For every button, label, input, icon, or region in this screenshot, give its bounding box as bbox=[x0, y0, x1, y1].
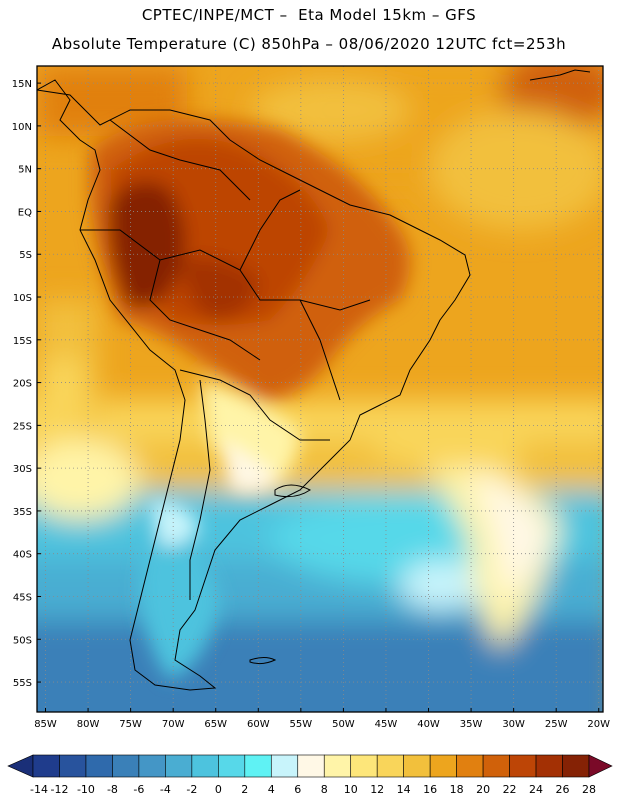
coastline bbox=[37, 69, 591, 691]
colorbar-swatch bbox=[376, 754, 404, 778]
colorbar-label: 14 bbox=[397, 783, 411, 796]
lat-label: 10N bbox=[12, 122, 32, 133]
colorbar-swatch bbox=[297, 754, 325, 778]
lat-label: 30S bbox=[13, 464, 32, 475]
colorbar-label: 20 bbox=[476, 783, 490, 796]
lat-label: 15N bbox=[12, 79, 32, 90]
colorbar-swatch bbox=[112, 754, 140, 778]
lon-label: 40W bbox=[417, 719, 440, 730]
lat-label: 35S bbox=[13, 507, 32, 518]
lon-label: 75W bbox=[119, 719, 142, 730]
colorbar-swatch bbox=[323, 754, 352, 778]
colorbar-swatch bbox=[456, 754, 484, 778]
colorbar-label: 2 bbox=[241, 783, 248, 796]
lat-label: EQ bbox=[18, 207, 32, 218]
colorbar-label: -8 bbox=[107, 783, 118, 796]
colorbar-label: 10 bbox=[344, 783, 358, 796]
lat-label: 5N bbox=[18, 165, 32, 176]
latitude-labels: 15N 10N 5N EQ 5S 10S 15S 20S 25S 30S 35S 40S 45S 50S 5… bbox=[12, 79, 41, 689]
lon-label: 65W bbox=[204, 719, 227, 730]
lon-label: 50W bbox=[332, 719, 355, 730]
colorbar-label: 28 bbox=[582, 783, 596, 796]
colorbar-label: 4 bbox=[268, 783, 275, 796]
lat-label: 55S bbox=[13, 678, 32, 689]
colorbar-label: 8 bbox=[321, 783, 328, 796]
colorbar-label: 22 bbox=[503, 783, 517, 796]
lon-label: 80W bbox=[77, 719, 100, 730]
colorbar-swatch bbox=[218, 754, 246, 778]
colorbar-swatch bbox=[165, 754, 193, 778]
map-frame bbox=[36, 65, 604, 713]
lon-label: 20W bbox=[587, 719, 610, 730]
colorbar-swatch bbox=[138, 754, 166, 778]
lon-label: 85W bbox=[34, 719, 57, 730]
colorbar-label: -6 bbox=[133, 783, 144, 796]
lat-label: 25S bbox=[13, 421, 32, 432]
colorbar-swatch bbox=[85, 754, 113, 778]
colorbar-label: -2 bbox=[186, 783, 197, 796]
colorbar-label: 12 bbox=[370, 783, 384, 796]
lat-label: 20S bbox=[13, 379, 32, 390]
colorbar-swatch bbox=[32, 754, 60, 778]
lat-label: 15S bbox=[13, 336, 32, 347]
colorbar-swatch bbox=[509, 754, 537, 778]
colorbar-label: 26 bbox=[556, 783, 570, 796]
lon-label: 70W bbox=[162, 719, 185, 730]
lon-label: 45W bbox=[375, 719, 398, 730]
colorbar-label: -10 bbox=[77, 783, 95, 796]
colorbar-swatch bbox=[191, 754, 219, 778]
colorbar-low-arrow bbox=[7, 754, 34, 778]
colorbar-swatch bbox=[270, 754, 299, 778]
colorbar-label: 18 bbox=[450, 783, 464, 796]
lon-label: 30W bbox=[502, 719, 525, 730]
lon-label: 35W bbox=[460, 719, 483, 730]
colorbar-swatch bbox=[562, 754, 590, 778]
title-line-1: CPTEC/INPE/MCT – Eta Model 15km – GFS bbox=[141, 6, 477, 24]
longitude-labels: 85W 80W 75W 70W 65W 60W 55W 50W 45W 40W 35W 30W 25W 2… bbox=[34, 708, 610, 730]
lat-label: 10S bbox=[13, 293, 32, 304]
temperature-field bbox=[37, 66, 603, 712]
lon-label: 60W bbox=[247, 719, 270, 730]
lat-label: 5S bbox=[19, 250, 32, 261]
lat-label: 45S bbox=[13, 592, 32, 603]
colorbar-swatch bbox=[350, 754, 378, 778]
colorbar-swatch bbox=[535, 754, 563, 778]
colorbar-label: 24 bbox=[529, 783, 543, 796]
colorbar-swatch bbox=[429, 754, 457, 778]
colorbar-high-arrow bbox=[588, 754, 613, 778]
colorbar-swatch bbox=[244, 754, 272, 778]
colorbar: -14 -12 -10 -8 -6 -4 -2 0 2 4 6 8 10 12 14 16 18 20 22 24 26… bbox=[7, 754, 613, 796]
colorbar-label: -12 bbox=[50, 783, 68, 796]
title-line-2: Absolute Temperature (C) 850hPa – 08/06/… bbox=[51, 35, 567, 53]
lat-label: 40S bbox=[13, 550, 32, 561]
colorbar-swatch bbox=[59, 754, 87, 778]
colorbar-label: 6 bbox=[294, 783, 301, 796]
lon-label: 25W bbox=[545, 719, 568, 730]
colorbar-label: -4 bbox=[160, 783, 171, 796]
colorbar-label: 0 bbox=[215, 783, 222, 796]
lat-label: 50S bbox=[13, 635, 32, 646]
colorbar-label: 16 bbox=[423, 783, 437, 796]
colorbar-swatch bbox=[482, 754, 510, 778]
colorbar-swatch bbox=[403, 754, 431, 778]
lon-label: 55W bbox=[290, 719, 313, 730]
colorbar-label: -14 bbox=[30, 783, 48, 796]
